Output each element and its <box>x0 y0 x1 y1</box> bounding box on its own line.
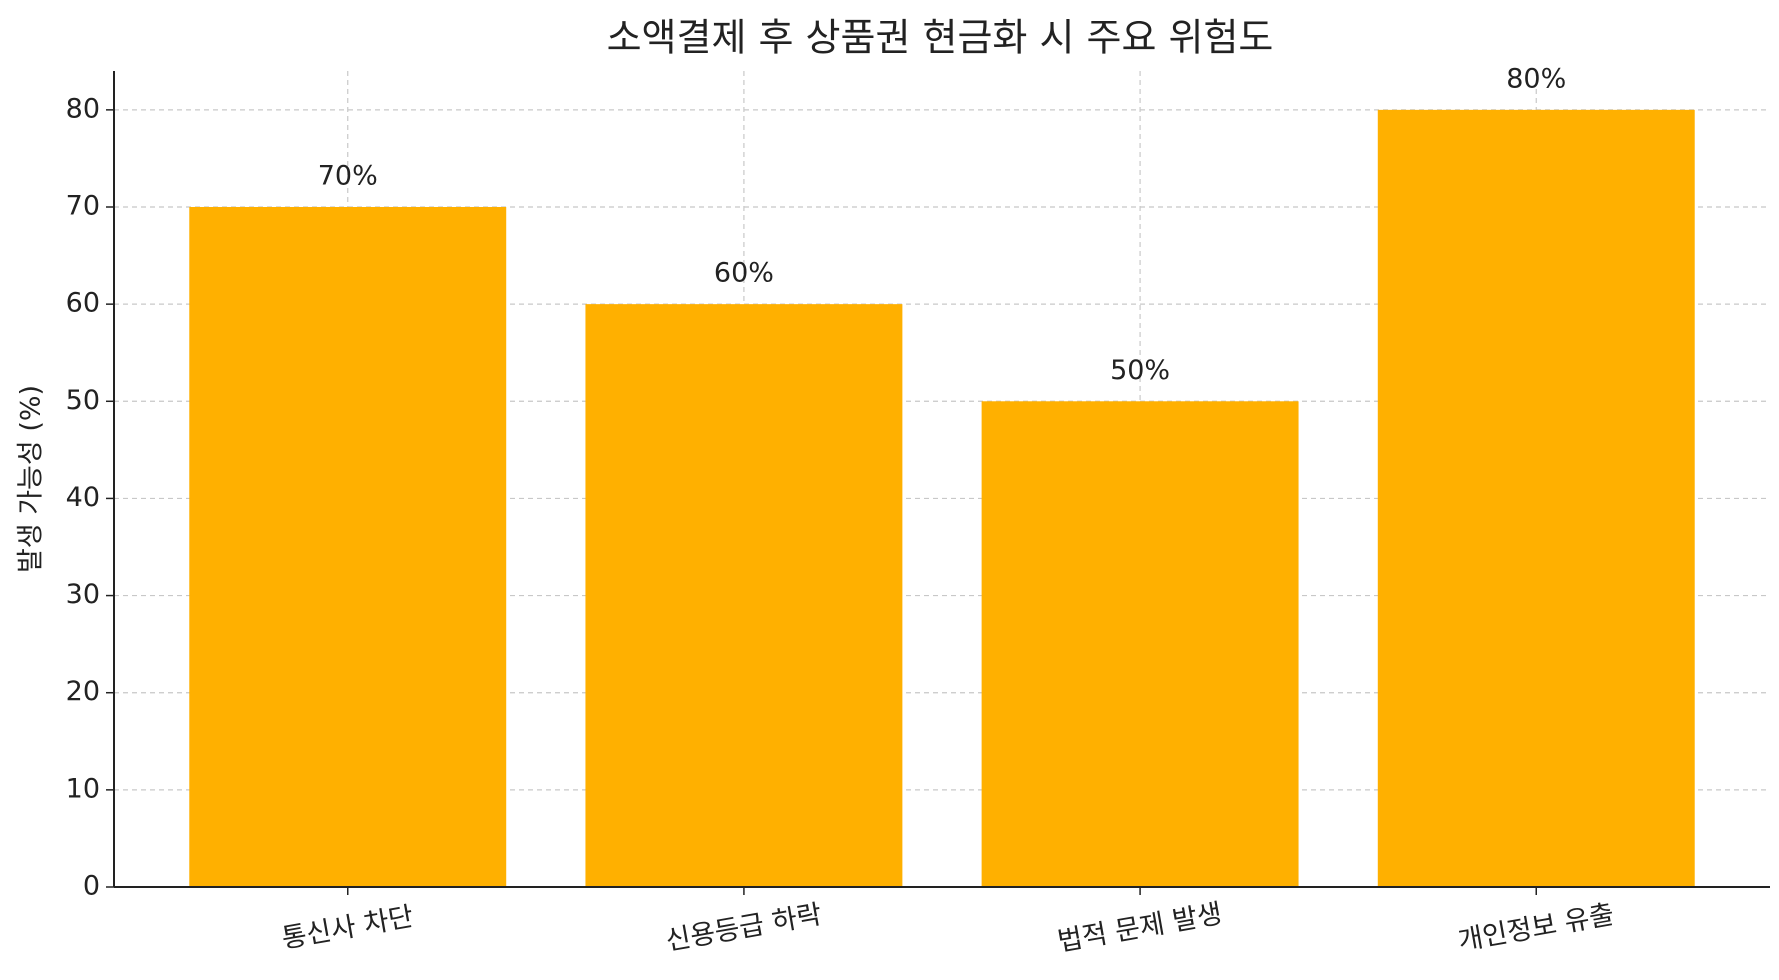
y-tick-label: 30 <box>66 579 100 610</box>
value-label: 50% <box>1110 355 1170 386</box>
bar <box>189 207 507 887</box>
bar <box>981 401 1299 887</box>
chart-title: 소액결제 후 상품권 현금화 시 주요 위험도 <box>607 16 1274 60</box>
y-tick-label: 0 <box>83 871 100 902</box>
bar <box>1377 109 1695 888</box>
x-tick-label: 통신사 차단 <box>279 901 415 955</box>
x-tick-label: 법적 문제 발생 <box>1055 898 1224 957</box>
bar <box>585 304 903 888</box>
value-label: 80% <box>1506 63 1566 94</box>
y-tick-label: 80 <box>66 93 100 124</box>
value-label: 70% <box>318 161 378 192</box>
x-tick-label: 신용등급 하락 <box>663 899 824 957</box>
value-label: 60% <box>714 258 774 289</box>
y-tick-label: 40 <box>66 482 100 513</box>
y-tick-label: 70 <box>66 191 100 222</box>
y-tick-label: 20 <box>66 676 100 707</box>
y-tick-label: 10 <box>66 773 100 804</box>
y-tick-label: 50 <box>66 385 100 416</box>
y-axis-label: 발생 가능성 (%) <box>16 385 47 573</box>
x-tick-label: 개인정보 유출 <box>1456 899 1617 957</box>
y-tick-label: 60 <box>66 288 100 319</box>
